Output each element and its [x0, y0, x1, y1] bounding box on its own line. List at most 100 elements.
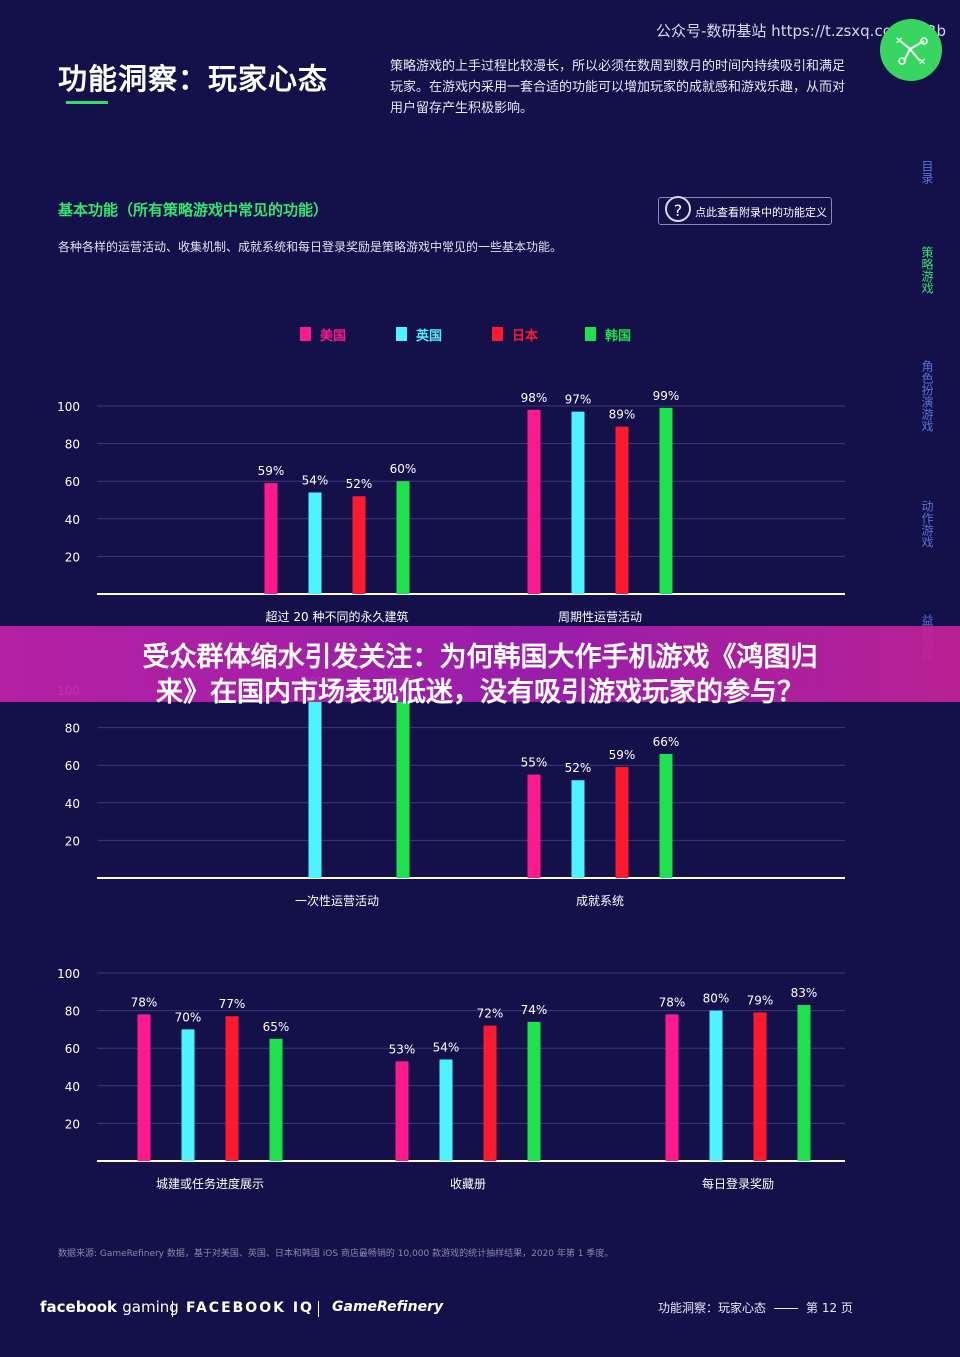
page-divider: [774, 1308, 799, 1309]
bar-periodic-events-kr: [659, 407, 673, 594]
category-label-daily-login-reward: 每日登录奖励: [702, 1176, 774, 1191]
y-tick-label: 80: [65, 722, 80, 736]
section-description: 各种各样的运营活动、收集机制、成就系统和每日登录奖励是策略游戏中常见的一些基本功…: [58, 240, 563, 254]
data-label-collection-album-uk: 54%: [433, 1040, 460, 1054]
y-tick-label: 100: [57, 400, 80, 414]
y-tick-label: 20: [65, 1117, 80, 1131]
brand-divider: [172, 1301, 173, 1317]
bar-periodic-events-jp: [615, 426, 629, 594]
category-label-permanent-buildings: 超过 20 种不同的永久建筑: [266, 609, 409, 624]
legend-swatch-kr: [585, 327, 596, 341]
side-nav-item-contents[interactable]: 目录: [920, 160, 934, 184]
y-tick-label: 60: [65, 1042, 80, 1056]
headline-line-2: 来》在国内市场表现低迷，没有吸引游戏玩家的参与？: [156, 677, 804, 708]
data-label-collection-album-kr: 74%: [521, 1003, 548, 1017]
page-indicator: 功能洞察：玩家心态 第 12 页: [658, 1299, 853, 1316]
bar-one-time-events-uk: [308, 693, 322, 878]
data-label-progress-display-uk: 70%: [175, 1010, 202, 1024]
bar-chart-3: 20 40 60 80 100 78% 70% 77% 65% 城建或任务进度展示 53% 54% 72…: [57, 967, 845, 1191]
legend-label-uk: 英国: [416, 329, 443, 344]
y-tick-label: 20: [65, 834, 80, 848]
legend-swatch-us: [300, 327, 311, 341]
data-label-permanent-buildings-us: 59%: [258, 464, 285, 478]
y-tick-label: 80: [65, 438, 80, 452]
section-title: 基本功能（所有策略游戏中常见的功能）: [58, 201, 329, 219]
bar-permanent-buildings-jp: [352, 496, 366, 594]
bar-chart-1: 20 40 60 80 100 59% 54% 52% 60% 超过 20 种不同的永久建筑 98%…: [57, 389, 845, 624]
bar-progress-display-jp: [225, 1016, 239, 1161]
logo-icon: ✕ ✕: [880, 19, 942, 81]
bar-daily-login-reward-kr: [797, 1004, 811, 1161]
side-nav-item-rpg[interactable]: 角色扮演游戏: [920, 360, 934, 432]
bar-one-time-events-kr: [396, 691, 410, 878]
page-title: 功能洞察：玩家心态: [58, 62, 329, 96]
legend-label-us: 美国: [320, 329, 347, 344]
data-label-progress-display-us: 78%: [131, 995, 158, 1009]
svg-text:✕: ✕: [918, 57, 926, 68]
bar-progress-display-uk: [181, 1029, 195, 1161]
bar-permanent-buildings-us: [264, 483, 278, 594]
legend-label-kr: 韩国: [605, 329, 632, 344]
category-label-periodic-events: 周期性运营活动: [558, 610, 642, 624]
bar-periodic-events-uk: [571, 411, 585, 594]
data-label-collection-album-us: 53%: [389, 1042, 416, 1056]
brand-gaming-text: gaming: [122, 1298, 179, 1316]
brand-divider: [318, 1301, 319, 1317]
data-label-collection-album-jp: 72%: [477, 1007, 504, 1021]
y-tick-label: 60: [65, 475, 80, 489]
headline-line-1: 受众群体缩水引发关注：为何韩国大作手机游戏《鸿图归: [142, 642, 818, 673]
category-label-one-time-events: 一次性运营活动: [295, 894, 379, 908]
data-label-achievements-kr: 66%: [653, 735, 680, 749]
data-label-progress-display-kr: 65%: [263, 1020, 290, 1034]
data-label-permanent-buildings-uk: 54%: [302, 473, 329, 487]
data-label-periodic-events-uk: 97%: [565, 393, 592, 407]
y-tick-label: 60: [65, 759, 80, 773]
bar-achievements-us: [527, 774, 541, 878]
bar-daily-login-reward-us: [665, 1014, 679, 1161]
data-label-permanent-buildings-jp: 52%: [346, 477, 373, 491]
data-label-periodic-events-kr: 99%: [653, 389, 680, 403]
bar-achievements-kr: [659, 753, 673, 878]
data-label-daily-login-reward-us: 78%: [659, 995, 686, 1009]
data-label-daily-login-reward-kr: 83%: [791, 986, 818, 1000]
data-source-footnote: 数据来源: GameRefinery 数据，基于对美国、英国、日本和韩国 iOS…: [58, 1249, 614, 1259]
appendix-button[interactable]: ? 点此查看附录中的功能定义: [658, 196, 832, 225]
bar-permanent-buildings-uk: [308, 492, 322, 594]
bar-collection-album-jp: [483, 1025, 497, 1161]
bar-permanent-buildings-kr: [396, 481, 410, 594]
source-watermark: 公众号-数研基站 https://t.zsxq.com/ⵓ/Rb: [656, 22, 947, 40]
data-label-periodic-events-jp: 89%: [609, 408, 636, 422]
bar-collection-album-kr: [527, 1021, 541, 1161]
svg-text:✕: ✕: [895, 36, 903, 47]
intro-text: 策略游戏的上手过程比较漫长，所以必须在数周到数月的时间内持续吸引和满足玩家。在游…: [390, 59, 846, 116]
gamerefinery-logo: GameRefinery: [332, 1299, 444, 1315]
headline-banner: [0, 626, 960, 702]
side-nav-item-action[interactable]: 动作游戏: [920, 500, 934, 548]
data-label-periodic-events-us: 98%: [521, 391, 548, 405]
facebook-gaming-logo: facebook gaming: [40, 1298, 179, 1316]
headline-banner-text: 受众群体缩水引发关注：为何韩国大作手机游戏《鸿图归 来》在国内市场表现低迷，没有…: [30, 640, 930, 710]
page-section: 功能洞察：玩家心态: [658, 1301, 767, 1315]
y-tick-label: 20: [65, 550, 80, 564]
title-underline: [66, 101, 108, 104]
question-icon: ?: [665, 196, 691, 222]
bar-daily-login-reward-uk: [709, 1010, 723, 1161]
bar-periodic-events-us: [527, 409, 541, 594]
bar-collection-album-uk: [439, 1059, 453, 1161]
y-tick-label: 80: [65, 1005, 80, 1019]
data-label-achievements-us: 55%: [521, 756, 548, 770]
appendix-button-label: 点此查看附录中的功能定义: [695, 206, 827, 219]
brand-fb-text: facebook: [40, 1298, 118, 1316]
data-label-daily-login-reward-jp: 79%: [747, 993, 774, 1007]
side-nav-item-strategy[interactable]: 策略游戏: [920, 246, 934, 294]
bar-progress-display-kr: [269, 1038, 283, 1161]
category-label-progress-display: 城建或任务进度展示: [156, 1176, 264, 1191]
data-label-achievements-uk: 52%: [565, 761, 592, 775]
legend-swatch-uk: [396, 327, 407, 341]
bar-achievements-jp: [615, 767, 629, 878]
chart-legend: 美国 英国 日本 韩国: [300, 324, 660, 344]
facebook-iq-logo: FACEBOOK IQ: [186, 1300, 314, 1316]
data-label-progress-display-jp: 77%: [219, 997, 246, 1011]
y-tick-label: 40: [65, 797, 80, 811]
